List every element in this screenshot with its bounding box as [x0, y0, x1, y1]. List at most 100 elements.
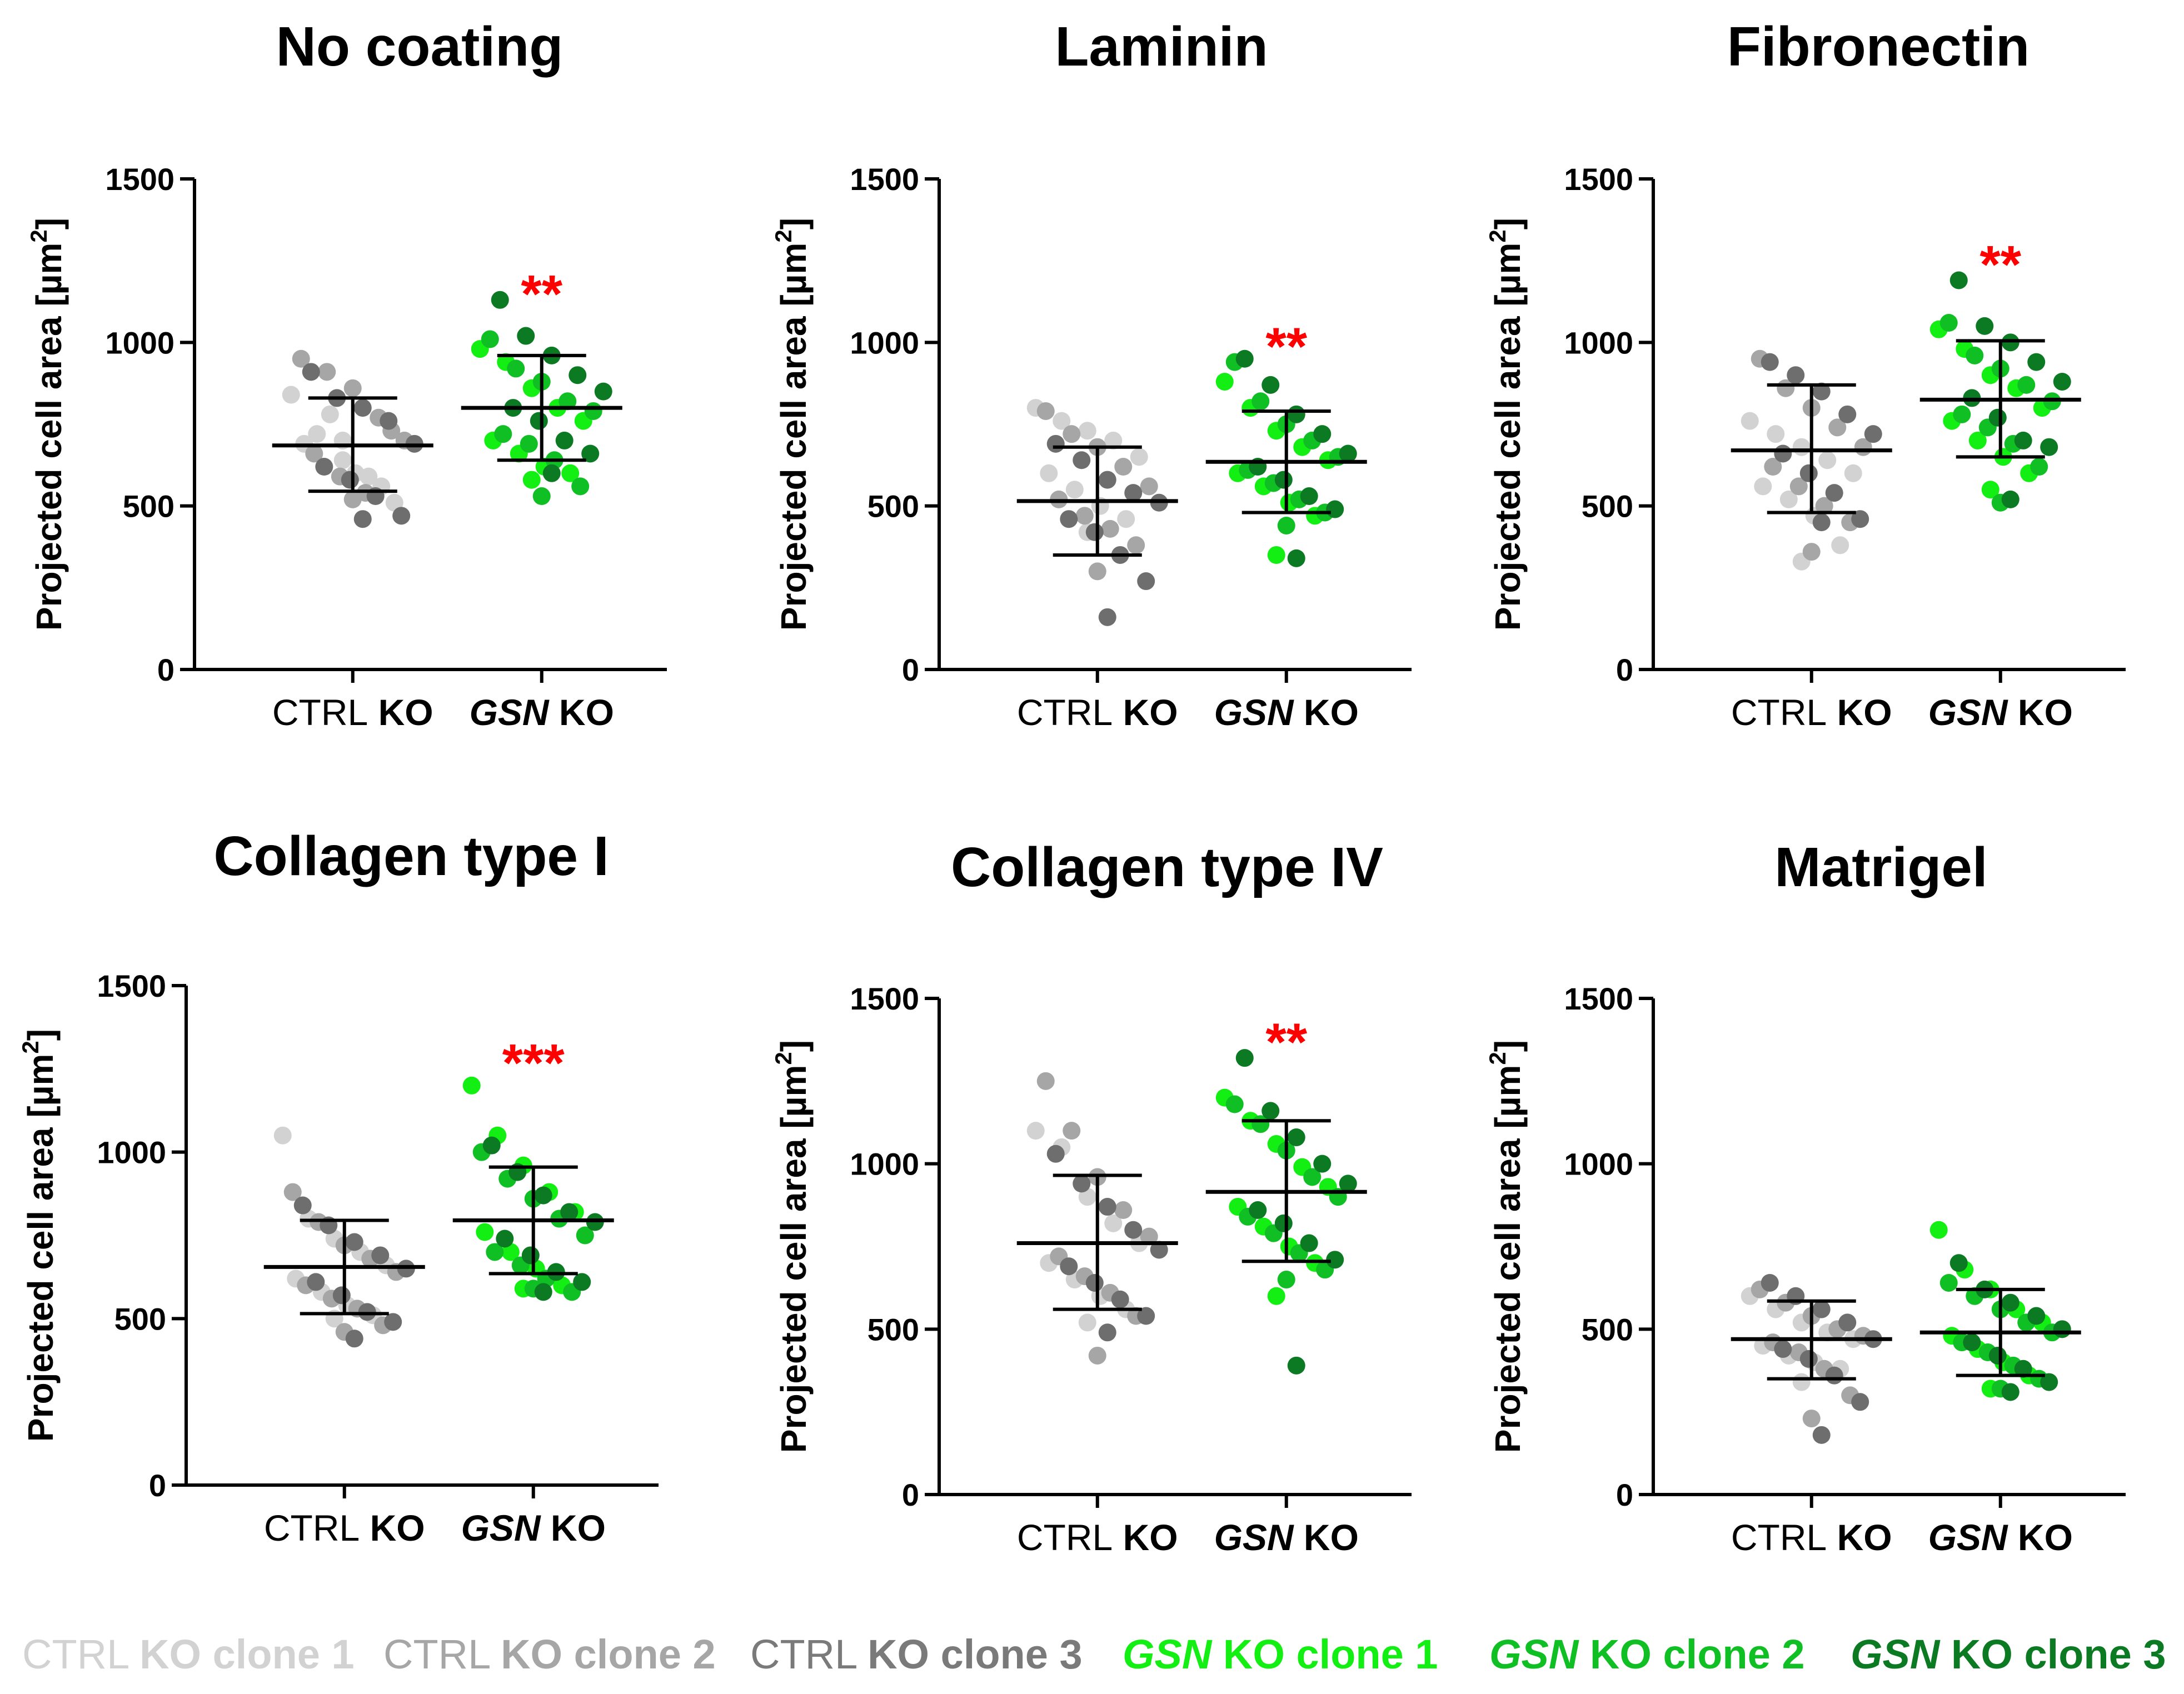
data-point-ctrl_clone_2 [1075, 507, 1094, 525]
data-point-gsn_clone_3 [1300, 1234, 1318, 1252]
y-axis-label-close: ] [774, 218, 814, 229]
legend-text-part: KO [139, 1631, 202, 1677]
data-point-ctrl_clone_3 [1085, 523, 1104, 541]
y-axis-label-sup: 2 [1484, 1052, 1510, 1065]
data-point-ctrl_clone_3 [1761, 1273, 1779, 1292]
data-point-gsn_clone_1 [1215, 372, 1234, 391]
x-category-label-part: CTRL [1731, 1517, 1827, 1558]
data-point-gsn_clone_2 [571, 477, 590, 496]
data-point-gsn_clone_3 [594, 382, 612, 401]
data-point-gsn_clone_3 [555, 431, 574, 449]
data-point-ctrl_clone_1 [1117, 510, 1135, 528]
data-point-gsn_clone_3 [517, 327, 535, 345]
y-axis-label: Projected cell area [µm2] [1484, 218, 1528, 631]
x-category-label-part: KO [549, 692, 614, 733]
data-point-gsn_clone_3 [1287, 1356, 1305, 1375]
data-point-ctrl_clone_2 [1036, 402, 1055, 420]
data-point-gsn_clone_3 [2001, 1383, 2020, 1401]
legend-text-part: KO [867, 1631, 930, 1677]
data-point-gsn_clone_3 [1326, 500, 1344, 518]
data-point-ctrl_clone_2 [1063, 1122, 1081, 1140]
data-point-gsn_clone_3 [581, 444, 600, 463]
data-point-ctrl_clone_1 [273, 1126, 292, 1145]
data-point-gsn_clone_2 [2017, 376, 2036, 394]
legend-text-part: KO clone 3 [1939, 1631, 2166, 1677]
data-point-gsn_clone_3 [491, 291, 509, 309]
data-point-ctrl_clone_2 [1815, 497, 1833, 515]
data-point-gsn_clone_3 [1261, 1102, 1280, 1120]
data-point-gsn_clone_3 [1949, 271, 1968, 289]
data-point-ctrl_clone_3 [1812, 1300, 1831, 1318]
y-axis-label: Projected cell area [µm2] [770, 218, 814, 631]
x-category-label-part: KO [1827, 1517, 1892, 1558]
data-point-ctrl_clone_1 [1130, 448, 1148, 466]
chart-title: Laminin [1055, 16, 1268, 78]
data-point-gsn_clone_1 [1929, 1221, 1948, 1239]
x-category-label-part: KO [2008, 692, 2073, 733]
data-point-gsn_clone_3 [496, 1230, 514, 1248]
data-point-ctrl_clone_3 [315, 458, 333, 476]
data-point-ctrl_clone_2 [1802, 543, 1821, 561]
y-axis-label: Projected cell area [µm2] [1484, 1040, 1528, 1453]
x-category-label: GSN KO [1214, 692, 1359, 733]
data-point-gsn_clone_2 [507, 359, 525, 378]
data-point-ctrl_clone_2 [305, 444, 323, 463]
legend-item-ctrl-clone-3: CTRL KO clone 3 [750, 1631, 1083, 1678]
data-point-gsn_clone_1 [462, 1076, 481, 1095]
data-point-gsn_clone_1 [501, 1243, 520, 1261]
significance-marker: *** [502, 1033, 565, 1093]
legend-text-part: KO clone 1 [1211, 1631, 1438, 1677]
data-points [1026, 349, 1357, 626]
data-point-ctrl_clone_1 [1767, 425, 1785, 443]
legend-item-gsn-clone-2: GSN KO clone 2 [1489, 1631, 1804, 1678]
data-point-gsn_clone_3 [1235, 349, 1254, 368]
clone-legend: CTRL KO clone 1 CTRL KO clone 2 CTRL KO … [0, 1631, 2184, 1692]
x-category-label: GSN KO [1928, 692, 2073, 733]
y-tick-label: 0 [157, 652, 174, 687]
y-tick-label: 0 [902, 652, 919, 687]
data-point-gsn_clone_1 [1267, 546, 1285, 564]
data-point-ctrl_clone_1 [321, 405, 339, 423]
chart-title: Collagen type I [213, 825, 609, 887]
data-point-ctrl_clone_3 [1150, 1241, 1168, 1259]
data-point-ctrl_clone_1 [308, 425, 326, 443]
data-point-ctrl_clone_2 [1764, 458, 1782, 476]
legend-text-part: GSN [1489, 1631, 1579, 1677]
y-tick-label: 1000 [105, 325, 174, 360]
data-point-gsn_clone_3 [482, 1136, 501, 1155]
data-points [1026, 1049, 1357, 1375]
x-category-label-part: KO [1113, 692, 1178, 733]
data-point-ctrl_clone_2 [1789, 477, 1808, 496]
data-point-ctrl_clone_3 [293, 1196, 312, 1215]
data-point-ctrl_clone_3 [1799, 464, 1818, 482]
x-category-label-part: CTRL [264, 1507, 360, 1548]
data-point-gsn_clone_2 [1277, 516, 1295, 534]
y-tick-label: 1500 [97, 968, 166, 1003]
data-point-ctrl_clone_1 [333, 451, 352, 469]
data-point-gsn_clone_3 [2027, 1307, 2046, 1325]
data-point-ctrl_clone_3 [1137, 572, 1155, 591]
x-category-label-part: KO [541, 1507, 606, 1548]
y-tick-label: 1000 [850, 325, 919, 360]
x-category-label-part: CTRL [1731, 692, 1827, 733]
data-points [273, 1076, 604, 1348]
data-point-ctrl_clone_3 [1060, 1257, 1078, 1276]
data-point-ctrl_clone_3 [380, 412, 398, 430]
data-point-ctrl_clone_1 [1078, 1188, 1096, 1206]
data-point-ctrl_clone_1 [1779, 490, 1798, 508]
data-point-gsn_clone_2 [2030, 458, 2048, 476]
y-tick-label: 1500 [1564, 162, 1633, 197]
significance-marker: ** [521, 264, 562, 324]
y-axis-label-sup: 2 [1484, 229, 1510, 242]
data-point-ctrl_clone_1 [1053, 412, 1071, 430]
y-axis-label-text: Projected cell area [µm [21, 1054, 61, 1442]
data-point-ctrl_clone_3 [1851, 510, 1869, 528]
data-point-ctrl_clone_3 [1137, 1307, 1155, 1325]
y-axis-label-text: Projected cell area [µm [774, 1065, 814, 1453]
data-point-ctrl_clone_3 [353, 399, 372, 417]
data-point-gsn_clone_3 [2040, 1373, 2058, 1391]
data-point-ctrl_clone_1 [1792, 1373, 1811, 1391]
